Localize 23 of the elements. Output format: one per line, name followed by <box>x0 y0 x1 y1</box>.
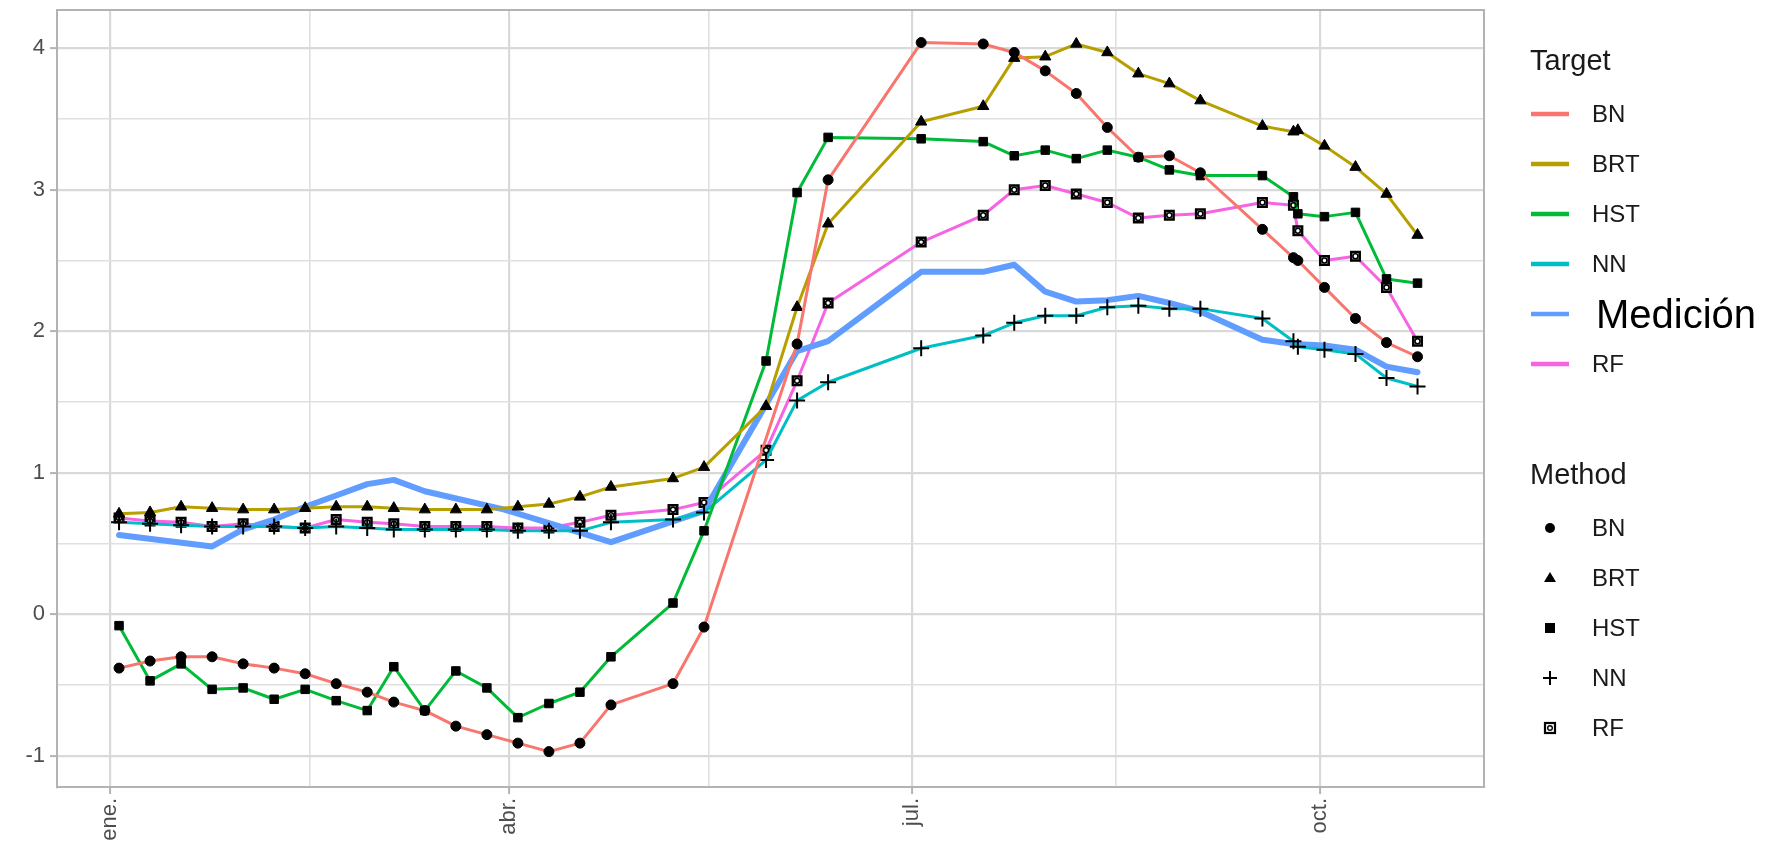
legend-label: BRT <box>1592 150 1640 178</box>
y-tick-label: 0 <box>32 600 45 626</box>
y-tick-label: 2 <box>32 317 45 343</box>
text: HST <box>1592 614 1640 642</box>
legend-label: HST <box>1592 200 1640 228</box>
legend-label: NN <box>1592 250 1627 278</box>
legend-label: Medición <box>1596 291 1757 337</box>
x-tick-label: jul. <box>898 798 924 828</box>
text: BN <box>1592 514 1626 542</box>
x-tick-label: ene. <box>96 798 122 841</box>
legend-label: RF <box>1592 350 1624 378</box>
y-tick-label: 1 <box>32 458 45 484</box>
text: BRT <box>1592 564 1640 592</box>
y-tick-label: 4 <box>32 34 45 60</box>
x-tick-label: oct. <box>1306 798 1332 834</box>
y-tick-label: -1 <box>25 741 45 767</box>
x-tick-label: abr. <box>495 798 521 835</box>
text: Target <box>1530 44 1611 76</box>
text: NN <box>1592 664 1627 692</box>
legend-label: BN <box>1592 100 1626 128</box>
text: RF <box>1592 714 1624 742</box>
y-tick-label: 3 <box>32 175 45 201</box>
text: Method <box>1530 458 1627 490</box>
